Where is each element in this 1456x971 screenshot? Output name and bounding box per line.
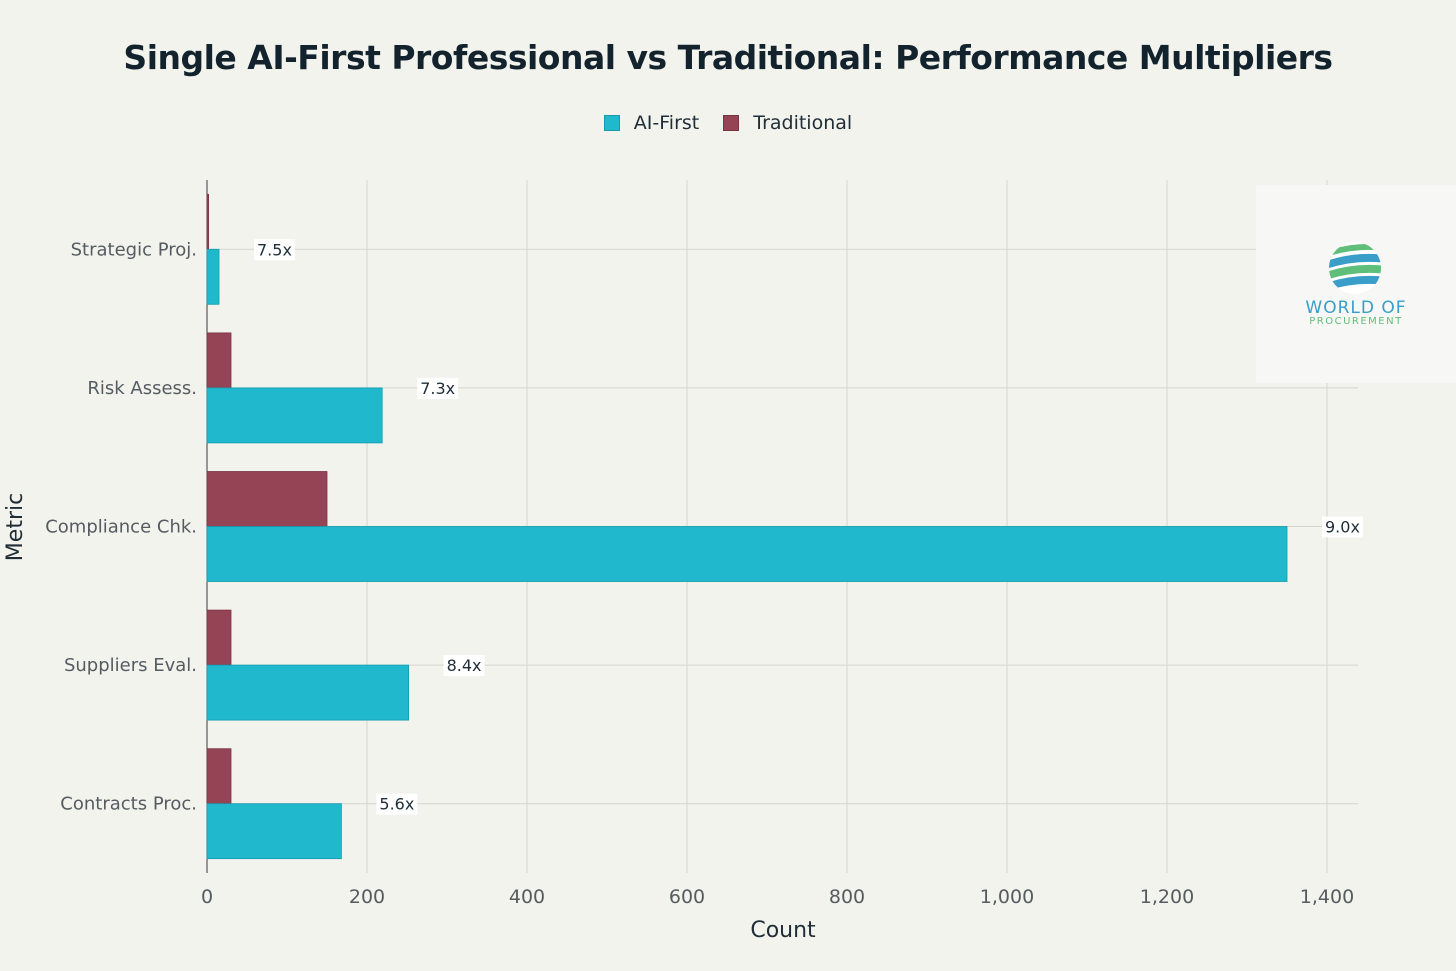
x-tick-label: 200: [349, 886, 385, 908]
category-label: Compliance Chk.: [45, 517, 197, 538]
multiplier-annotation: 7.3x: [417, 377, 459, 399]
category-label: Suppliers Eval.: [64, 655, 197, 676]
multiplier-label: 8.4x: [447, 656, 482, 675]
category-label: Risk Assess.: [87, 378, 197, 399]
logo: WORLD OF PROCUREMENT: [1256, 185, 1456, 383]
x-tick-label: 1,000: [980, 886, 1034, 908]
logo-text-line1: WORLD OF: [1305, 298, 1407, 318]
bar-traditional[interactable]: [206, 609, 232, 666]
x-tick-label: 1,200: [1140, 886, 1194, 908]
bar-ai-first[interactable]: [206, 248, 220, 305]
bar-ai-first[interactable]: [206, 803, 342, 860]
legend-item-traditional[interactable]: Traditional: [723, 112, 852, 134]
multiplier-annotation: 8.4x: [443, 655, 485, 677]
multiplier-label-bg: [254, 239, 295, 261]
bar-traditional[interactable]: [206, 748, 232, 805]
multiplier-label-bg: [443, 655, 485, 677]
x-tick-label: 600: [669, 886, 705, 908]
category-label: Contracts Proc.: [60, 794, 197, 815]
category-label: Strategic Proj.: [71, 239, 197, 260]
legend: AI-First Traditional: [0, 112, 1456, 134]
bar-layer: [206, 193, 1288, 860]
x-tick-label: 0: [201, 886, 213, 908]
bar-traditional[interactable]: [206, 471, 328, 527]
bar-ai-first[interactable]: [206, 387, 383, 444]
x-tick-label: 1,400: [1300, 886, 1354, 908]
bar-traditional[interactable]: [206, 193, 209, 250]
y-axis-title: Metric: [3, 493, 28, 561]
multiplier-label: 7.5x: [257, 240, 292, 259]
legend-label-ai-first: AI-First: [633, 112, 700, 134]
multiplier-label: 7.3x: [420, 379, 455, 398]
bar-traditional[interactable]: [206, 332, 232, 389]
multiplier-label: 9.0x: [1325, 518, 1360, 537]
legend-swatch-ai-first: [603, 115, 620, 131]
bar-ai-first[interactable]: [206, 664, 410, 721]
multiplier-label-bg: [417, 377, 459, 399]
x-tick-label: 400: [509, 886, 545, 908]
chart-title: Single AI-First Professional vs Traditio…: [123, 38, 1333, 77]
multiplier-annotation: 9.0x: [1322, 516, 1363, 538]
multiplier-label-bg: [376, 793, 418, 815]
legend-item-ai-first[interactable]: AI-First: [603, 112, 700, 134]
multiplier-label-bg: [1322, 516, 1363, 538]
multiplier-label: 5.6x: [379, 795, 414, 814]
legend-label-traditional: Traditional: [753, 112, 853, 134]
bar-ai-first[interactable]: [206, 526, 1288, 582]
multiplier-annotation: 5.6x: [376, 793, 418, 815]
legend-swatch-traditional: [723, 115, 740, 131]
logo-text-line2: PROCUREMENT: [1309, 316, 1403, 327]
label-layer: 0 200 400 600 800 1,000 1,200 1,400 Strategic Pr…: [45, 239, 1363, 908]
x-axis-title: Count: [750, 918, 816, 943]
multiplier-annotation: 7.5x: [254, 239, 295, 261]
globe-icon: [1329, 242, 1381, 294]
x-tick-label: 800: [829, 886, 865, 908]
